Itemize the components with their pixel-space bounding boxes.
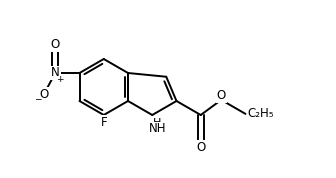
- Text: O: O: [39, 88, 49, 101]
- Text: O: O: [217, 89, 226, 102]
- Text: F: F: [100, 116, 107, 129]
- Text: +: +: [56, 75, 64, 84]
- Text: O: O: [196, 141, 205, 154]
- Text: O: O: [51, 38, 60, 51]
- Text: H: H: [153, 118, 162, 128]
- Text: N: N: [51, 67, 59, 80]
- Text: C₂H₅: C₂H₅: [247, 107, 274, 120]
- Text: −: −: [34, 95, 42, 104]
- Text: NH: NH: [149, 122, 166, 135]
